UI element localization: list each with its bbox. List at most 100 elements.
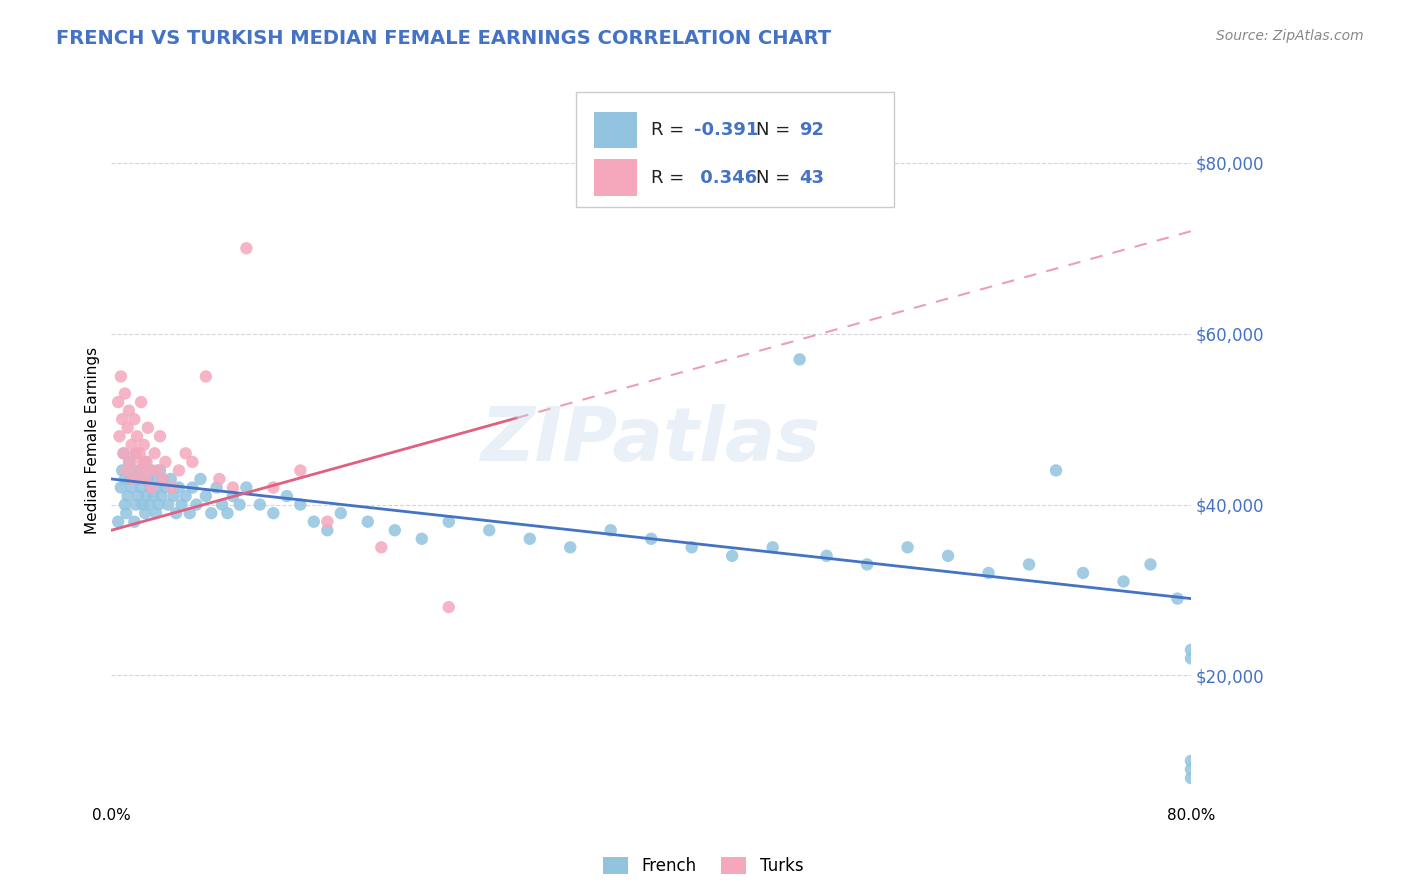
Point bbox=[1180, 771, 1202, 785]
Point bbox=[149, 463, 172, 477]
Point bbox=[108, 429, 131, 443]
Point bbox=[302, 515, 325, 529]
Point bbox=[112, 446, 135, 460]
Point bbox=[560, 541, 582, 555]
Point bbox=[1166, 591, 1188, 606]
Point bbox=[276, 489, 298, 503]
Point bbox=[1018, 558, 1040, 572]
Point bbox=[141, 463, 163, 477]
Point bbox=[136, 421, 159, 435]
Point bbox=[640, 532, 662, 546]
Point bbox=[162, 489, 184, 503]
Point bbox=[384, 523, 406, 537]
Point bbox=[167, 481, 190, 495]
FancyBboxPatch shape bbox=[593, 160, 637, 196]
Point bbox=[132, 438, 155, 452]
Point bbox=[122, 472, 145, 486]
Point bbox=[146, 463, 169, 477]
Point bbox=[114, 472, 136, 486]
Point bbox=[124, 515, 146, 529]
Point bbox=[111, 463, 134, 477]
Point bbox=[114, 498, 136, 512]
Legend: French, Turks: French, Turks bbox=[603, 856, 803, 875]
Point bbox=[134, 472, 156, 486]
Point bbox=[200, 506, 222, 520]
Point bbox=[110, 369, 132, 384]
Point bbox=[132, 472, 155, 486]
Point bbox=[117, 489, 139, 503]
Point bbox=[110, 481, 132, 495]
Point bbox=[118, 403, 141, 417]
Point bbox=[128, 446, 150, 460]
Point bbox=[228, 498, 250, 512]
Point bbox=[186, 498, 208, 512]
Point bbox=[249, 498, 271, 512]
FancyBboxPatch shape bbox=[575, 92, 894, 207]
Y-axis label: Median Female Earnings: Median Female Earnings bbox=[86, 347, 100, 534]
Point bbox=[134, 506, 156, 520]
Point bbox=[120, 455, 142, 469]
Point bbox=[1071, 566, 1094, 580]
Point bbox=[122, 463, 145, 477]
Point bbox=[143, 472, 166, 486]
Point bbox=[194, 489, 217, 503]
Point bbox=[138, 463, 160, 477]
Point bbox=[127, 463, 149, 477]
Point bbox=[936, 549, 959, 563]
Point bbox=[139, 481, 162, 495]
Point bbox=[1045, 463, 1067, 477]
Point bbox=[1180, 651, 1202, 665]
Point bbox=[599, 523, 621, 537]
Point bbox=[121, 438, 143, 452]
Point bbox=[1180, 643, 1202, 657]
Point bbox=[155, 481, 177, 495]
Text: R =: R = bbox=[651, 169, 690, 186]
Point bbox=[205, 481, 228, 495]
Point bbox=[148, 498, 170, 512]
Point bbox=[152, 472, 174, 486]
Point bbox=[120, 472, 142, 486]
Point bbox=[124, 412, 146, 426]
Point bbox=[143, 446, 166, 460]
Point bbox=[478, 523, 501, 537]
Point bbox=[134, 455, 156, 469]
Point bbox=[129, 481, 152, 495]
Point bbox=[222, 489, 245, 503]
Point bbox=[125, 446, 148, 460]
Point bbox=[157, 498, 180, 512]
Text: N =: N = bbox=[756, 120, 796, 139]
Point bbox=[181, 455, 204, 469]
Point bbox=[211, 498, 233, 512]
Point bbox=[721, 549, 744, 563]
Point bbox=[115, 506, 138, 520]
Point bbox=[1139, 558, 1161, 572]
Text: FRENCH VS TURKISH MEDIAN FEMALE EARNINGS CORRELATION CHART: FRENCH VS TURKISH MEDIAN FEMALE EARNINGS… bbox=[56, 29, 831, 47]
Point bbox=[107, 515, 129, 529]
Point bbox=[114, 386, 136, 401]
Point bbox=[125, 429, 148, 443]
Point bbox=[167, 463, 190, 477]
Point bbox=[118, 455, 141, 469]
Point bbox=[135, 489, 157, 503]
Point bbox=[190, 472, 212, 486]
Point bbox=[235, 241, 257, 255]
Point bbox=[217, 506, 239, 520]
FancyBboxPatch shape bbox=[593, 112, 637, 148]
Point bbox=[115, 463, 138, 477]
Text: Source: ZipAtlas.com: Source: ZipAtlas.com bbox=[1216, 29, 1364, 43]
Point bbox=[411, 532, 433, 546]
Point bbox=[174, 446, 197, 460]
Point bbox=[135, 455, 157, 469]
Point bbox=[370, 541, 392, 555]
Point bbox=[235, 481, 257, 495]
Point bbox=[194, 369, 217, 384]
Point bbox=[136, 472, 159, 486]
Point bbox=[179, 506, 201, 520]
Text: 43: 43 bbox=[799, 169, 824, 186]
Point bbox=[165, 506, 187, 520]
Text: 0.346: 0.346 bbox=[695, 169, 758, 186]
Point bbox=[1112, 574, 1135, 589]
Point bbox=[977, 566, 1000, 580]
Point bbox=[316, 515, 339, 529]
Text: -0.391: -0.391 bbox=[695, 120, 759, 139]
